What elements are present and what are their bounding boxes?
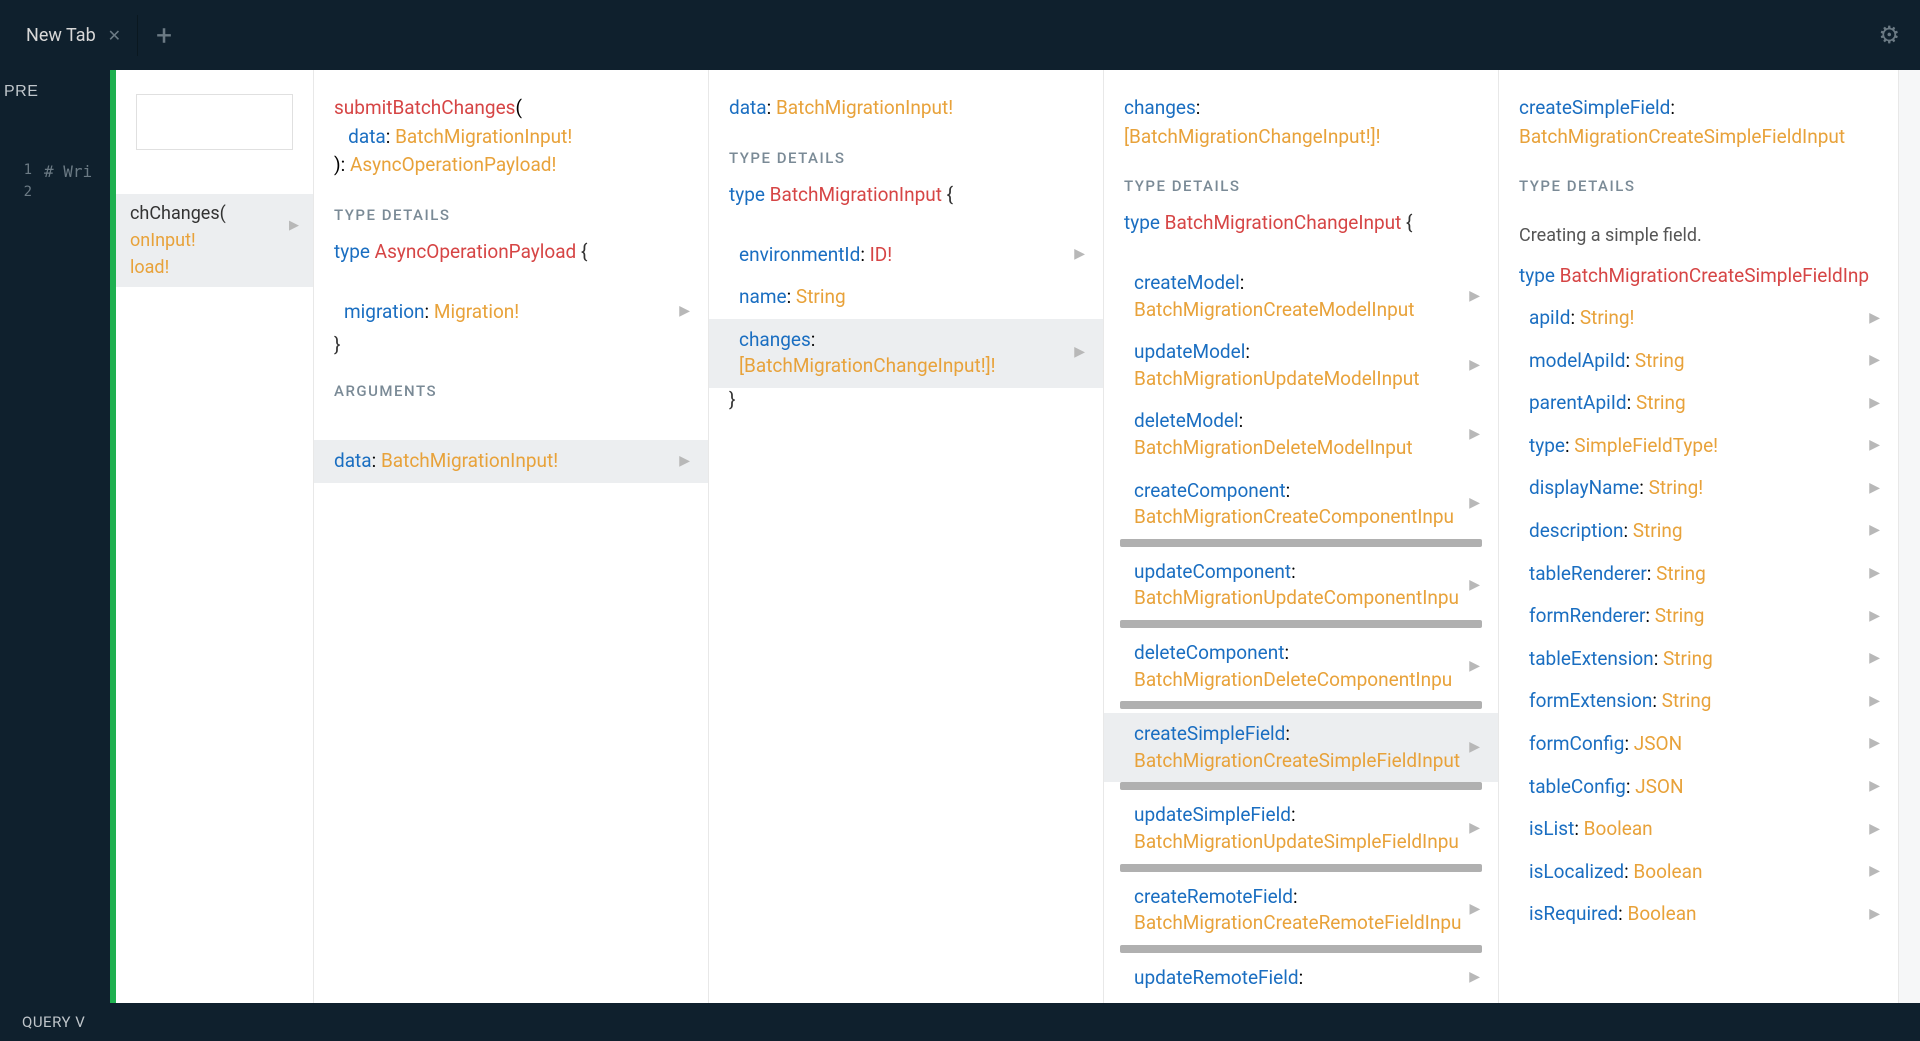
editor-column: # Wri DOCS SCHEMA bbox=[38, 70, 110, 1003]
gear-icon[interactable]: ⚙ bbox=[1878, 21, 1900, 49]
panel-search: ▶ chChanges( onInput! load! bbox=[116, 70, 314, 1003]
chevron-right-icon: ▶ bbox=[1461, 738, 1480, 758]
field-formrenderer[interactable]: formRenderer: String▶ bbox=[1499, 595, 1898, 638]
argument-data[interactable]: data: BatchMigrationInput! ▶ bbox=[314, 440, 708, 483]
line-gutter: PRETTIFY 1 2 bbox=[0, 70, 38, 1003]
panel-batchmigrationinput: data: BatchMigrationInput! TYPE DETAILS … bbox=[709, 70, 1104, 1003]
panel-changeinput: changes:[BatchMigrationChangeInput!]! TY… bbox=[1104, 70, 1499, 1003]
chevron-right-icon: ▶ bbox=[1861, 607, 1880, 627]
tab-label: New Tab bbox=[26, 25, 96, 46]
chevron-right-icon: ▶ bbox=[1461, 287, 1480, 307]
chevron-right-icon: ▶ bbox=[1066, 245, 1085, 265]
chevron-right-icon: ▶ bbox=[1861, 436, 1880, 456]
field-tableconfig[interactable]: tableConfig: JSON▶ bbox=[1499, 766, 1898, 809]
close-icon[interactable]: ✕ bbox=[108, 26, 121, 45]
field-changes[interactable]: changes:[BatchMigrationChangeInput!]! ▶ bbox=[709, 319, 1103, 388]
chevron-right-icon: ▶ bbox=[1861, 862, 1880, 882]
chevron-right-icon: ▶ bbox=[1861, 479, 1880, 499]
chevron-right-icon: ▶ bbox=[1461, 356, 1480, 376]
chevron-right-icon: ▶ bbox=[1861, 905, 1880, 925]
field-apiid[interactable]: apiId: String!▶ bbox=[1499, 297, 1898, 340]
type-declaration: type AsyncOperationPayload { bbox=[334, 240, 688, 263]
chevron-right-icon: ▶ bbox=[671, 452, 690, 472]
horizontal-scrollbar[interactable] bbox=[1120, 864, 1482, 872]
chevron-right-icon: ▶ bbox=[1861, 820, 1880, 840]
chevron-right-icon: ▶ bbox=[671, 302, 690, 322]
chevron-right-icon: ▶ bbox=[1461, 425, 1480, 445]
field-formextension[interactable]: formExtension: String▶ bbox=[1499, 680, 1898, 723]
horizontal-scrollbar[interactable] bbox=[1120, 539, 1482, 547]
footer-bar[interactable]: QUERY V bbox=[0, 1003, 1920, 1041]
horizontal-scrollbar[interactable] bbox=[1120, 620, 1482, 628]
field-tablerenderer[interactable]: tableRenderer: String▶ bbox=[1499, 553, 1898, 596]
search-input[interactable] bbox=[136, 94, 293, 150]
signature: submitBatchChanges( data: BatchMigration… bbox=[334, 94, 688, 180]
chevron-right-icon: ▶ bbox=[1861, 564, 1880, 584]
chevron-right-icon: ▶ bbox=[1861, 649, 1880, 669]
field-islocalized[interactable]: isLocalized: Boolean▶ bbox=[1499, 851, 1898, 894]
field-displayname[interactable]: displayName: String!▶ bbox=[1499, 467, 1898, 510]
type-description: Creating a simple field. bbox=[1499, 225, 1898, 246]
type-details-label: TYPE DETAILS bbox=[334, 206, 688, 224]
chevron-right-icon: ▶ bbox=[1861, 351, 1880, 371]
arguments-label: ARGUMENTS bbox=[334, 382, 688, 400]
field-islist[interactable]: isList: Boolean▶ bbox=[1499, 808, 1898, 851]
chevron-right-icon: ▶ bbox=[1861, 309, 1880, 329]
chevron-right-icon: ▶ bbox=[1461, 494, 1480, 514]
field-name[interactable]: name: String bbox=[709, 276, 1103, 319]
chevron-right-icon: ▶ bbox=[1861, 521, 1880, 541]
query-variables-label: QUERY V bbox=[22, 1013, 85, 1031]
chevron-right-icon: ▶ bbox=[289, 216, 299, 236]
field-description[interactable]: description: String▶ bbox=[1499, 510, 1898, 553]
chevron-right-icon: ▶ bbox=[1461, 576, 1480, 596]
field-modelapiid[interactable]: modelApiId: String▶ bbox=[1499, 340, 1898, 383]
field-createremotefield[interactable]: createRemoteField:BatchMigrationCreateRe… bbox=[1104, 876, 1498, 945]
horizontal-scrollbar[interactable] bbox=[1120, 945, 1482, 953]
chevron-right-icon: ▶ bbox=[1861, 777, 1880, 797]
chevron-right-icon: ▶ bbox=[1461, 657, 1480, 677]
field-createcomponent[interactable]: createComponent:BatchMigrationCreateComp… bbox=[1104, 470, 1498, 539]
add-tab-button[interactable]: + bbox=[138, 13, 190, 58]
field-environmentid[interactable]: environmentId: ID! ▶ bbox=[709, 234, 1103, 277]
field-type[interactable]: type: SimpleFieldType!▶ bbox=[1499, 425, 1898, 468]
field-updatecomponent[interactable]: updateComponent:BatchMigrationUpdateComp… bbox=[1104, 551, 1498, 620]
chevron-right-icon: ▶ bbox=[1861, 734, 1880, 754]
field-migration[interactable]: migration: Migration! ▶ bbox=[314, 291, 708, 334]
docs-panels: ▶ chChanges( onInput! load! submitBatchC… bbox=[110, 70, 1899, 1003]
field-updatemodel[interactable]: updateModel:BatchMigrationUpdateModelInp… bbox=[1104, 331, 1498, 400]
field-deletemodel[interactable]: deleteModel:BatchMigrationDeleteModelInp… bbox=[1104, 400, 1498, 469]
field-updateremotefield[interactable]: updateRemoteField:▶ bbox=[1104, 957, 1498, 1000]
panel-createsimplefield: createSimpleField:BatchMigrationCreateSi… bbox=[1499, 70, 1899, 1003]
field-formconfig[interactable]: formConfig: JSON▶ bbox=[1499, 723, 1898, 766]
field-tableextension[interactable]: tableExtension: String▶ bbox=[1499, 638, 1898, 681]
root-mutation-item[interactable]: ▶ chChanges( onInput! load! bbox=[116, 194, 313, 287]
horizontal-scrollbar[interactable] bbox=[1120, 701, 1482, 709]
chevron-right-icon: ▶ bbox=[1066, 343, 1085, 363]
field-parentapiid[interactable]: parentApiId: String▶ bbox=[1499, 382, 1898, 425]
horizontal-scrollbar[interactable] bbox=[1120, 782, 1482, 790]
editor-text[interactable]: # Wri bbox=[38, 162, 110, 181]
field-updatesimplefield[interactable]: updateSimpleField:BatchMigrationUpdateSi… bbox=[1104, 794, 1498, 863]
chevron-right-icon: ▶ bbox=[1861, 692, 1880, 712]
chevron-right-icon: ▶ bbox=[1461, 819, 1480, 839]
chevron-right-icon: ▶ bbox=[1461, 968, 1480, 988]
panel-mutation: submitBatchChanges( data: BatchMigration… bbox=[314, 70, 709, 1003]
line-numbers: 1 2 bbox=[0, 114, 38, 206]
field-createmodel[interactable]: createModel:BatchMigrationCreateModelInp… bbox=[1104, 262, 1498, 331]
field-deletecomponent[interactable]: deleteComponent:BatchMigrationDeleteComp… bbox=[1104, 632, 1498, 701]
field-isrequired[interactable]: isRequired: Boolean▶ bbox=[1499, 893, 1898, 936]
tab-new[interactable]: New Tab ✕ bbox=[10, 15, 138, 56]
chevron-right-icon: ▶ bbox=[1461, 900, 1480, 920]
top-bar: New Tab ✕ + ⚙ bbox=[0, 0, 1920, 70]
chevron-right-icon: ▶ bbox=[1861, 394, 1880, 414]
field-createsimplefield[interactable]: createSimpleField:BatchMigrationCreateSi… bbox=[1104, 713, 1498, 782]
